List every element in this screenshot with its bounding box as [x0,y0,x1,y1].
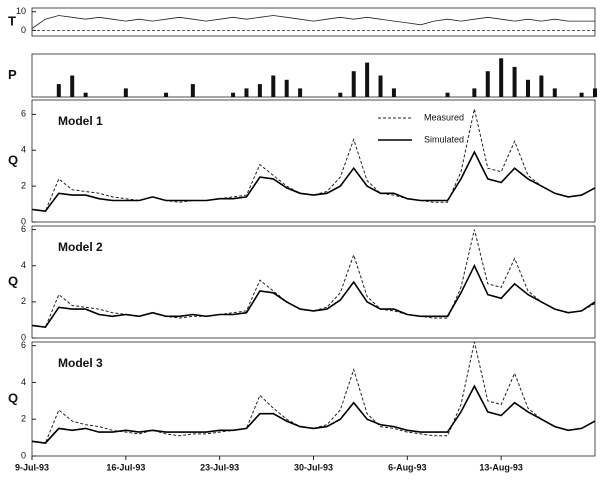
bar [445,92,450,97]
bar [579,92,584,97]
bar [525,79,530,97]
y-axis-label: Q [8,152,18,167]
simulated-line [31,15,595,29]
y-tick-label: 6 [21,109,26,119]
y-tick-label: 2 [21,296,26,306]
x-tick-label: 9-Jul-93 [15,462,49,472]
y-tick-label: 0 [21,332,26,342]
bar [351,71,356,97]
y-axis-label: P [8,67,17,82]
legend-label: Simulated [424,134,464,144]
bar [485,71,490,97]
bar [284,79,289,97]
legend-label: Measured [424,112,464,122]
y-tick-label: 6 [21,224,26,234]
y-tick-label: 10 [16,6,26,16]
panel-frame [31,99,596,223]
panel-frame [31,225,596,339]
y-axis-label: Q [8,390,18,405]
bar [593,88,597,97]
bar [539,75,544,97]
bar [164,92,169,97]
y-tick-label: 4 [21,260,26,270]
panel-title: Model 3 [58,356,103,370]
x-tick-label: 13-Aug-93 [479,462,523,472]
bar [244,88,249,97]
panel-frame [31,7,596,37]
bar [499,58,504,97]
simulated-line [31,384,596,444]
bar [298,88,303,97]
y-axis-label: T [8,13,16,28]
bar [271,75,276,97]
bar [512,66,517,97]
panel-title: Model 2 [58,240,103,254]
y-tick-label: 4 [21,145,26,155]
y-axis-label: Q [8,273,18,288]
y-tick-label: 4 [21,377,26,387]
panel-frame [31,53,596,98]
measured-line [31,108,596,212]
y-tick-label: 0 [21,450,26,460]
bar [365,62,370,97]
panel-title: Model 1 [58,114,103,128]
simulated-line [31,150,596,213]
y-tick-label: 0 [21,25,26,35]
y-tick-label: 2 [21,180,26,190]
simulated-line [31,263,596,329]
bar [70,75,75,97]
bar [190,84,195,97]
bar [378,75,383,97]
bar [123,88,128,97]
measured-line [31,341,596,444]
panel-frame [31,341,596,457]
bar [472,88,477,97]
x-tick-label: 16-Jul-93 [106,462,145,472]
bar [338,92,343,97]
bar [391,88,396,97]
x-tick-label: 30-Jul-93 [294,462,333,472]
bar [257,84,262,97]
bar [552,88,557,97]
bar [231,92,236,97]
measured-line [31,229,596,328]
y-tick-label: 0 [21,216,26,226]
y-tick-label: 6 [21,340,26,350]
bar [83,92,88,97]
x-tick-label: 23-Jul-93 [200,462,239,472]
y-tick-label: 2 [21,414,26,424]
x-tick-label: 6-Aug-93 [388,462,427,472]
bar [56,84,61,97]
